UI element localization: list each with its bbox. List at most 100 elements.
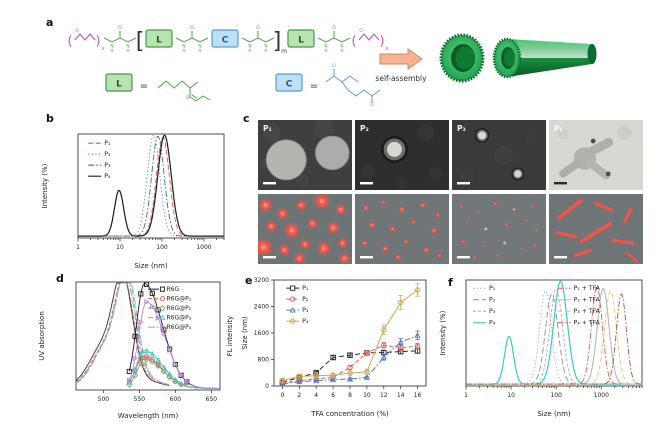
- svg-text:10: 10: [116, 244, 124, 251]
- svg-text:): ): [95, 34, 100, 49]
- svg-text:=: =: [310, 81, 318, 92]
- svg-text:Wavelength (nm): Wavelength (nm): [118, 412, 179, 420]
- svg-text:Size (nm): Size (nm): [241, 316, 249, 350]
- fluorescence-image-3: [452, 194, 546, 264]
- svg-text:Intensity (%): Intensity (%): [439, 310, 447, 355]
- panel-f-dls-chart: 1 10 100 1000 Size (nm) Intensity (%) P₁ P₂ P₃ P₄…: [436, 270, 650, 418]
- panel-b-label: b: [46, 112, 54, 125]
- panel-b-svg: 1 10 100 1000 Size (nm) Intensity (%) P₁ P₂ P₃ P₄: [41, 133, 225, 270]
- svg-text:TFA concentration (%): TFA concentration (%): [310, 410, 389, 418]
- svg-text:N: N: [264, 44, 267, 49]
- svg-text:0: 0: [281, 392, 285, 399]
- svg-text:H: H: [182, 48, 185, 53]
- tem-image-3: P₃: [452, 120, 546, 190]
- svg-text:550: 550: [134, 396, 146, 403]
- svg-text:O: O: [75, 28, 79, 34]
- panel-c-label: c: [243, 112, 250, 125]
- svg-text:FL intensity: FL intensity: [226, 316, 234, 357]
- svg-text:100: 100: [156, 244, 168, 251]
- svg-text:N: N: [248, 44, 251, 49]
- svg-text:500: 500: [98, 396, 110, 403]
- svg-text:R6G@P₃: R6G@P₃: [167, 315, 192, 322]
- tem-image-1: P₁: [258, 120, 352, 190]
- panel-d-label: d: [56, 272, 64, 285]
- svg-text:P₂: P₂: [104, 151, 111, 158]
- svg-text:Size (nm): Size (nm): [134, 262, 168, 270]
- svg-text:1600: 1600: [254, 330, 269, 337]
- svg-text:4: 4: [314, 392, 318, 399]
- svg-text:P₃: P₃: [457, 124, 466, 133]
- panel-e-size-tfa-chart: 0 2 4 6 8 10 12 14 16 0 800 1600 2400 3200 TFA concent…: [238, 270, 434, 418]
- svg-text:N: N: [182, 44, 185, 49]
- svg-text:10: 10: [507, 392, 515, 399]
- svg-text:Intensity (%): Intensity (%): [41, 163, 49, 208]
- fluorescence-image-4: [549, 194, 643, 264]
- svg-text:H: H: [324, 48, 327, 53]
- svg-text:P₃: P₃: [489, 308, 496, 315]
- panel-a-label: a: [46, 16, 54, 29]
- panel-d-spectra-chart: 500 550 600 650 Wavelength (nm) UV absorption…: [34, 270, 236, 420]
- svg-text:O: O: [332, 25, 336, 31]
- svg-text:P₁ + TFA: P₁ + TFA: [574, 285, 601, 292]
- svg-text:[: [: [136, 29, 145, 54]
- svg-text:650: 650: [206, 396, 218, 403]
- svg-text:P₄: P₄: [104, 173, 111, 180]
- svg-text:P₁: P₁: [104, 140, 111, 147]
- svg-text:600: 600: [170, 396, 182, 403]
- panel-f-label: f: [448, 276, 453, 289]
- svg-text:x: x: [385, 46, 389, 52]
- svg-text:3200: 3200: [254, 277, 269, 284]
- svg-text:6: 6: [331, 392, 335, 399]
- self-assembly-label: self-assembly: [375, 74, 427, 83]
- self-assembly-arrow: self-assembly: [375, 48, 427, 83]
- svg-text:R6G@P₂: R6G@P₂: [167, 305, 192, 312]
- svg-text:800: 800: [258, 357, 270, 364]
- nanotube-long-illustration: [492, 37, 597, 79]
- svg-text:R6G: R6G: [167, 286, 180, 293]
- panel-c-microscopy-grid: P₁ P₂ P₃ P₄: [258, 120, 648, 266]
- svg-text:P₄: P₄: [554, 124, 563, 133]
- svg-text:16: 16: [414, 392, 422, 399]
- svg-text:R6G@P₄: R6G@P₄: [167, 324, 192, 331]
- svg-text:L: L: [298, 36, 304, 46]
- svg-text:P₁: P₁: [263, 124, 272, 133]
- svg-text:O: O: [359, 28, 363, 34]
- svg-text:P₃ + TFA: P₃ + TFA: [574, 308, 601, 315]
- svg-text:P₃: P₃: [104, 162, 111, 169]
- svg-text:1: 1: [76, 244, 80, 251]
- svg-text:x: x: [101, 46, 105, 52]
- svg-text:12: 12: [380, 392, 388, 399]
- svg-text:m: m: [281, 48, 287, 55]
- panel-e-svg: 0 2 4 6 8 10 12 14 16 0 800 1600 2400 3200 TFA concent…: [241, 277, 427, 418]
- svg-text:Size (nm): Size (nm): [537, 410, 571, 418]
- svg-text:O: O: [332, 63, 336, 69]
- svg-text:0: 0: [265, 383, 269, 390]
- panel-f-svg: 1 10 100 1000 Size (nm) Intensity (%) P₁ P₂ P₃ P₄…: [439, 279, 643, 418]
- svg-text:L: L: [116, 80, 122, 90]
- monomer-c-structure: [325, 69, 381, 103]
- svg-text:L: L: [156, 36, 162, 46]
- svg-text:O: O: [370, 102, 374, 108]
- svg-text:): ): [379, 34, 384, 49]
- svg-text:1000: 1000: [196, 244, 211, 251]
- svg-text:N: N: [110, 44, 113, 49]
- svg-text:P₂: P₂: [489, 297, 496, 304]
- svg-text:N: N: [324, 44, 327, 49]
- svg-text:P₄: P₄: [302, 318, 309, 325]
- fluorescence-image-2: [355, 194, 449, 264]
- svg-text:P₂: P₂: [360, 124, 369, 133]
- svg-text:2400: 2400: [254, 304, 269, 311]
- fluorescence-image-1: [258, 194, 352, 264]
- panel-d-svg: 500 550 600 650 Wavelength (nm) UV absorption…: [38, 281, 234, 420]
- svg-text:N: N: [340, 44, 343, 49]
- svg-text:1: 1: [464, 392, 468, 399]
- svg-text:H: H: [126, 48, 129, 53]
- svg-text:(: (: [351, 34, 356, 49]
- svg-text:O: O: [118, 25, 122, 31]
- monomer-l-structure: [157, 80, 211, 102]
- svg-text:100: 100: [550, 392, 562, 399]
- svg-text:C: C: [222, 36, 229, 46]
- svg-text:H: H: [264, 48, 267, 53]
